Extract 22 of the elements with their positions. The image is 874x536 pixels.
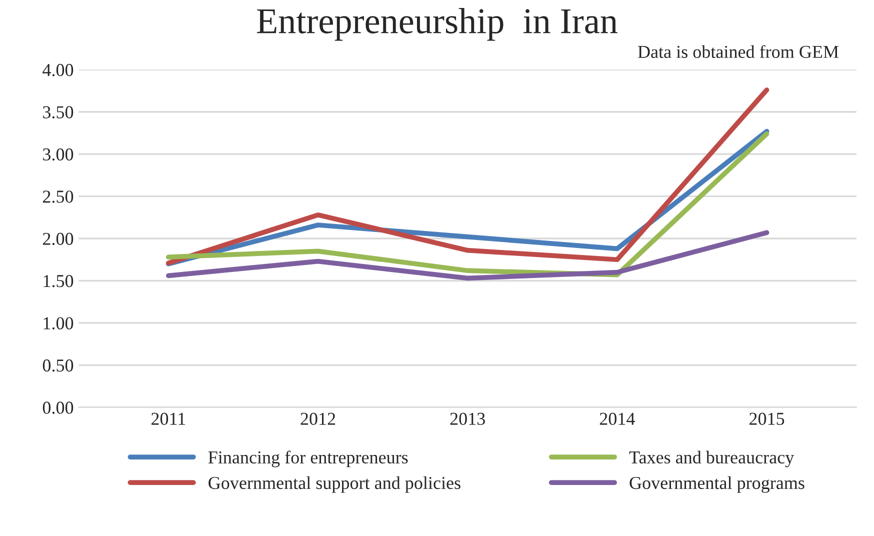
x-tick-label: 2012 xyxy=(300,412,336,425)
legend-label: Financing for entrepreneurs xyxy=(208,450,408,468)
line-series xyxy=(166,230,770,281)
legend-label: Governmental support and policies xyxy=(208,476,460,493)
y-tick-label: 0.00 xyxy=(42,402,74,414)
text: Data is obtained from GEM xyxy=(638,45,839,58)
y-tick-label: 3.50 xyxy=(43,106,74,118)
x-tick-label: 2015 xyxy=(750,412,784,425)
x-tick-label: 2014 xyxy=(600,412,635,425)
y-tick-label: 3.00 xyxy=(43,148,74,161)
legend-label: Governmental programs xyxy=(630,476,804,493)
line-series xyxy=(166,88,770,266)
y-tick-label: 0.50 xyxy=(42,359,74,372)
legend-label: Taxes and bureaucracy xyxy=(629,450,794,468)
y-tick-label: 2.50 xyxy=(42,190,74,203)
chart-title: Entrepreneurship in Iran xyxy=(257,8,618,41)
y-tick-label: 1.00 xyxy=(44,317,74,330)
x-tick-label: 2011 xyxy=(151,412,186,425)
x-tick-label: 2013 xyxy=(450,412,485,425)
y-tick-label: 1.50 xyxy=(44,274,74,288)
y-tick-label: 4.00 xyxy=(42,64,74,76)
y-tick-label: 2.00 xyxy=(42,232,74,246)
